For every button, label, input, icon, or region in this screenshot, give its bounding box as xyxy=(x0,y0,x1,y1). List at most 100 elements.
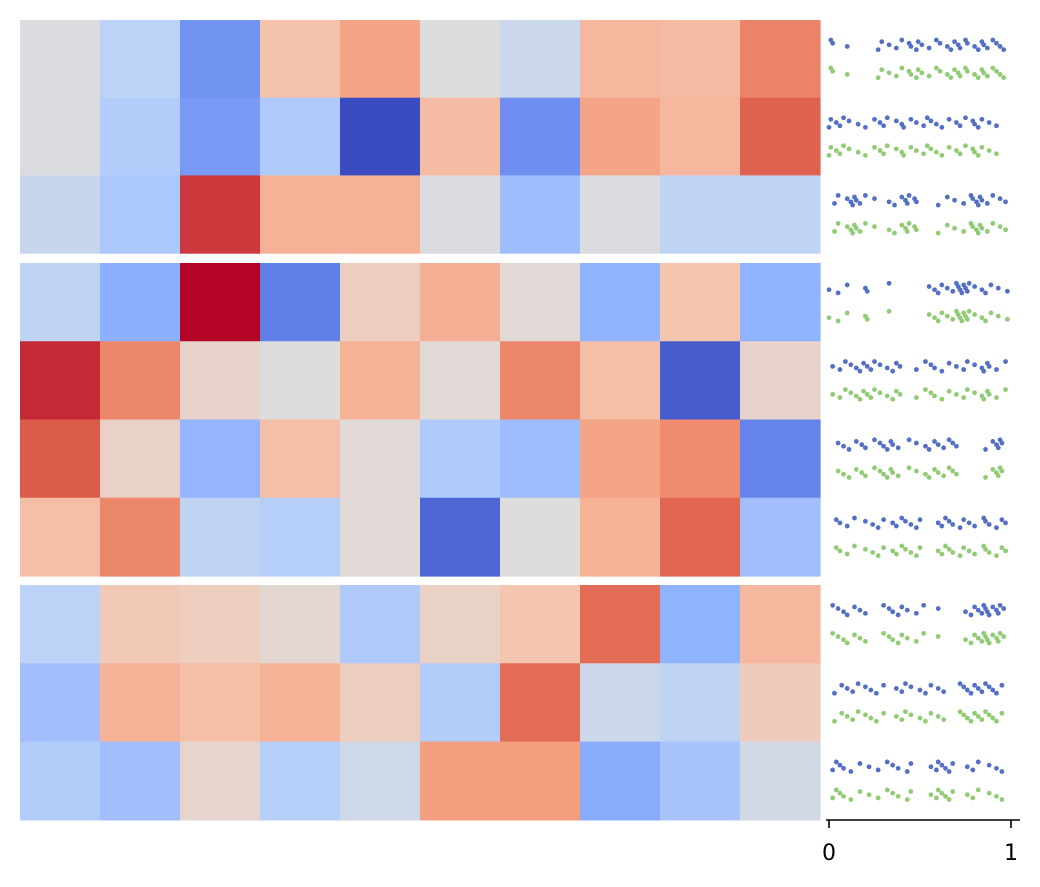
scatter-point-series-b xyxy=(994,793,999,799)
scatter-point-series-a xyxy=(830,602,836,608)
scatter-point-series-b xyxy=(861,388,866,394)
heatmap-cell xyxy=(740,663,821,743)
scatter-point-series-a xyxy=(997,602,1003,608)
scatter-point-series-a xyxy=(913,47,919,53)
scatter-point-series-a xyxy=(990,439,996,444)
scatter-point-series-b xyxy=(990,715,996,721)
heatmap-cell xyxy=(580,419,661,499)
scatter-point-series-a xyxy=(852,515,857,521)
scatter-point-series-a xyxy=(994,40,999,46)
scatter-point-series-b xyxy=(857,635,863,641)
scatter-point-series-a xyxy=(919,42,925,48)
scatter-point-series-b xyxy=(957,73,963,79)
heatmap-cell xyxy=(180,663,261,743)
scatter-point-series-b xyxy=(972,312,977,317)
heatmap-cell xyxy=(740,585,821,664)
scatter-point-series-b xyxy=(895,793,901,799)
scatter-point-series-b xyxy=(986,640,992,646)
heatmap-cell xyxy=(180,97,261,176)
scatter-point-series-a xyxy=(935,202,941,208)
heatmap-cell xyxy=(500,341,581,421)
scatter-point-series-a xyxy=(935,606,941,611)
scatter-point-series-a xyxy=(954,120,959,125)
scatter-point-series-b xyxy=(928,146,934,152)
scatter-point-series-a xyxy=(832,201,837,206)
scatter-point-series-b xyxy=(964,316,970,322)
scatter-point-series-a xyxy=(841,443,846,449)
scatter-point-series-b xyxy=(972,390,977,396)
scatter-point-series-a xyxy=(846,118,852,124)
scatter-point-series-b xyxy=(881,545,886,551)
scatter-point-series-a xyxy=(928,362,934,368)
scatter-point-series-a xyxy=(839,682,845,688)
scatter-point-series-a xyxy=(964,764,970,770)
scatter-point-series-a xyxy=(935,759,941,765)
scatter-point-series-a xyxy=(855,121,861,127)
scatter-point-series-b xyxy=(999,797,1005,802)
heatmap-cell xyxy=(580,585,661,664)
scatter-point-series-a xyxy=(908,522,914,527)
heatmap-cell xyxy=(740,741,821,821)
scatter-point-series-b xyxy=(864,391,870,397)
scatter-point-series-b xyxy=(935,634,941,639)
scatter-point-series-b xyxy=(844,224,850,230)
scatter-point-series-a xyxy=(863,684,868,690)
scatter-point-series-a xyxy=(872,196,877,202)
scatter-point-series-b xyxy=(833,545,839,551)
heatmap-cell xyxy=(180,175,261,254)
heatmap-cell xyxy=(420,663,501,743)
scatter-point-series-b xyxy=(979,717,985,723)
scatter-point-series-b xyxy=(893,73,899,79)
scatter-point-series-a xyxy=(963,609,968,615)
scatter-point-series-a xyxy=(893,523,899,529)
scatter-point-series-a xyxy=(835,290,841,296)
scatter-point-series-b xyxy=(919,70,925,76)
scatter-point-series-a xyxy=(890,368,896,374)
scatter-point-series-a xyxy=(926,447,932,452)
scatter-point-series-a xyxy=(890,762,896,768)
heatmap-cell xyxy=(340,175,421,254)
scatter-point-series-b xyxy=(997,72,1003,77)
scatter-point-series-b xyxy=(970,224,976,230)
scatter-point-series-b xyxy=(835,634,841,639)
scatter-point-series-a xyxy=(975,202,981,208)
scatter-point-series-b xyxy=(966,548,972,554)
scatter-point-series-b xyxy=(844,310,850,316)
scatter-point-series-a xyxy=(990,37,996,43)
scatter-point-series-a xyxy=(935,686,941,691)
scatter-point-series-b xyxy=(944,222,950,228)
scatter-point-series-a xyxy=(939,124,945,130)
scatter-point-series-b xyxy=(890,790,896,796)
scatter-point-series-b xyxy=(886,634,892,639)
scatter-point-series-a xyxy=(926,45,932,51)
scatter-point-series-b xyxy=(923,718,928,724)
scatter-point-series-a xyxy=(886,606,892,611)
scatter-point-series-a xyxy=(935,520,941,526)
scatter-point-series-a xyxy=(844,523,850,529)
scatter-point-series-b xyxy=(890,548,896,554)
scatter-point-series-a xyxy=(986,612,992,618)
scatter-point-series-a xyxy=(863,124,868,130)
scatter-point-series-a xyxy=(857,761,863,766)
scatter-point-series-b xyxy=(839,710,845,716)
scatter-point-series-b xyxy=(830,68,836,74)
scatter-point-series-a xyxy=(986,522,992,527)
heatmap-cell xyxy=(20,97,101,176)
scatter-point-series-b xyxy=(972,551,977,557)
scatter-point-series-b xyxy=(921,151,927,157)
scatter-point-series-b xyxy=(848,390,854,396)
scatter-point-series-b xyxy=(901,152,907,158)
scatter-point-series-a xyxy=(890,609,896,615)
scatter-point-series-a xyxy=(863,610,868,616)
heatmap-cell xyxy=(340,741,421,821)
scatter-point-series-a xyxy=(850,202,856,208)
scatter-point-series-b xyxy=(837,790,843,796)
scatter-point-series-a xyxy=(957,123,963,129)
scatter-point-series-b xyxy=(924,143,930,149)
scatter-point-series-a xyxy=(952,197,957,203)
scatter-point-series-b xyxy=(997,224,1003,230)
scatter-point-series-b xyxy=(975,635,981,641)
scatter-point-series-a xyxy=(853,365,859,371)
heatmap-cell xyxy=(20,741,101,821)
scatter-point-series-a xyxy=(952,39,957,45)
